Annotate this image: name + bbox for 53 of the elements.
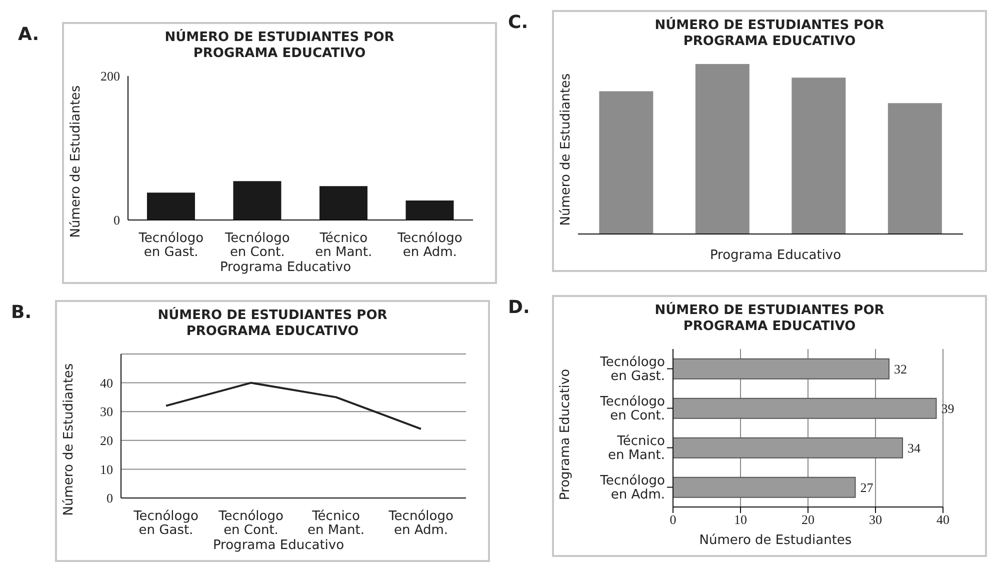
y-tick-label: Tecnólogo en Gast. — [599, 354, 666, 384]
x-tick-label: Tecnólogo en Cont. — [224, 231, 290, 260]
y-tick-label: Técnico en Mant. — [608, 434, 666, 463]
text: C. — [508, 12, 528, 33]
y-tick-label: Tecnólogo en Adm. — [599, 473, 666, 502]
y-tick-label: Tecnólogo en Cont. — [599, 394, 666, 424]
x-tick-label: 10 — [734, 512, 747, 528]
chart-title: NÚMERO DE ESTUDIANTES POR PROGRAMA EDUCATIVO — [164, 30, 396, 62]
x-tick-label: Tecnólogo en Adm. — [396, 231, 462, 260]
x-tick-label: Tecnólogo en Gast. — [132, 509, 198, 538]
bar — [673, 358, 890, 380]
y-tick-label: 200 — [100, 68, 120, 84]
bar — [792, 78, 846, 234]
text: A. — [18, 24, 40, 45]
x-axis-title: Número de Estudiantes — [698, 533, 853, 548]
y-tick-label: 40 — [100, 375, 113, 390]
y-axis-title: Número de Estudiantes — [62, 362, 77, 516]
data-label: 32 — [894, 361, 907, 376]
y-tick-label: 10 — [100, 462, 113, 477]
data-label: 34 — [908, 440, 921, 456]
chart-title: NÚMERO DE ESTUDIANTES POR PROGRAMA EDUCATIVO — [654, 18, 886, 50]
bar — [673, 476, 856, 498]
data-label: 39 — [941, 400, 954, 416]
y-axis-title: Programa Educativo — [558, 368, 574, 500]
bar — [673, 398, 937, 419]
chart-title: NÚMERO DE ESTUDIANTES POR PROGRAMA EDUCATIVO — [654, 303, 886, 335]
y-axis-title: Número de Estudiantes — [68, 84, 84, 238]
y-tick-label: 30 — [100, 404, 113, 420]
x-tick-label: Tecnólogo en Cont. — [218, 509, 284, 538]
x-tick-label: Tecnólogo en Gast. — [138, 231, 204, 260]
x-tick-label: 20 — [802, 512, 814, 528]
data-label: 27 — [860, 480, 874, 495]
x-tick-label: Técnico en Mant. — [307, 509, 365, 538]
x-tick-label: Tecnólogo en Adm. — [388, 509, 454, 538]
bar — [695, 64, 750, 234]
y-axis-title: Número de Estudiantes — [558, 72, 574, 226]
x-tick-label: 30 — [869, 512, 882, 528]
chart-title: NÚMERO DE ESTUDIANTES POR PROGRAMA EDUCATIVO — [156, 308, 388, 340]
x-axis-title: Programa Educativo — [708, 248, 842, 263]
x-tick-label: 40 — [936, 512, 950, 528]
bar — [673, 437, 903, 458]
text: D. — [508, 297, 530, 318]
x-tick-label: Técnico en Mant. — [315, 231, 372, 260]
text: B. — [11, 302, 32, 323]
y-tick-label: 0 — [114, 212, 120, 228]
x-axis-title: Programa Educativo — [212, 538, 346, 553]
bar — [888, 103, 942, 234]
x-tick-label: 0 — [670, 512, 676, 528]
y-tick-label: 20 — [100, 433, 113, 448]
line-series — [165, 382, 422, 430]
x-axis-title: Programa Educativo — [218, 260, 352, 275]
bar — [599, 91, 654, 234]
y-tick-label: 0 — [106, 490, 113, 506]
